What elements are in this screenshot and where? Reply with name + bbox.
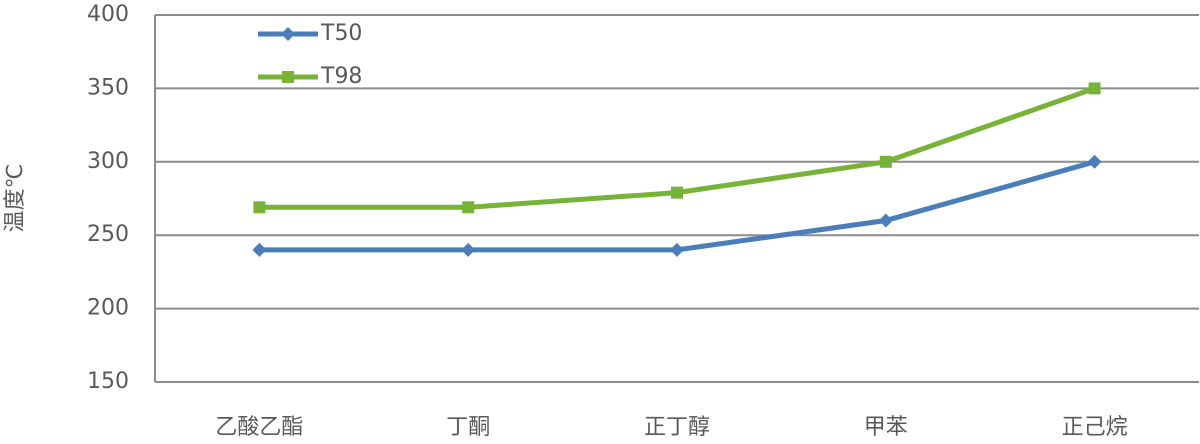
data-point <box>253 201 266 214</box>
data-point <box>462 201 475 214</box>
y-tick-label: 350 <box>87 75 129 100</box>
x-tick-label: 正己烷 <box>1062 415 1128 440</box>
y-tick-label: 300 <box>87 149 129 174</box>
legend-marker <box>282 71 294 83</box>
legend-label: T98 <box>320 64 362 89</box>
x-tick-label: 正丁醇 <box>644 415 710 440</box>
y-tick-label: 150 <box>87 369 129 394</box>
data-point <box>879 155 892 168</box>
legend-marker <box>281 27 295 41</box>
data-point <box>671 186 683 199</box>
x-tick-label: 乙酸乙酯 <box>215 415 303 440</box>
y-tick-label: 200 <box>87 296 129 321</box>
data-point <box>670 242 684 257</box>
x-tick-label: 丁酮 <box>446 415 490 440</box>
data-point <box>252 242 267 257</box>
data-point <box>1088 82 1101 95</box>
data-point <box>461 242 476 257</box>
data-point <box>1087 154 1102 169</box>
y-tick-label: 250 <box>87 222 129 247</box>
x-tick-label: 甲苯 <box>864 415 908 440</box>
data-point <box>878 213 893 228</box>
y-tick-label: 400 <box>87 2 129 27</box>
legend-label: T50 <box>320 21 362 46</box>
y-axis-label: 温度℃ <box>3 164 28 233</box>
